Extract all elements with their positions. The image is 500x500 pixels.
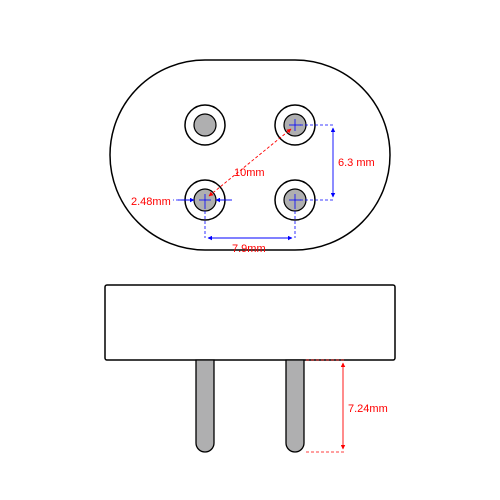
pin-left (196, 360, 214, 452)
dim-pin-length: 7.24mm (306, 360, 388, 452)
dim-pin-length-label: 7.24mm (348, 403, 388, 415)
dim-horiz-pitch-label: 7.9mm (232, 243, 266, 255)
body-rect (105, 285, 395, 360)
dim-hole-dia-label: 2.48mm (131, 196, 171, 208)
top-view: 10mm 6.3 mm 2.48mm 7.9mm (110, 60, 390, 255)
hole-tl (185, 105, 225, 145)
side-view: 7.24mm (105, 285, 395, 452)
obround-outline (110, 60, 390, 250)
pin-right (286, 360, 304, 452)
dim-diagonal-label: 10mm (234, 167, 265, 179)
dim-vertical-pitch-label: 6.3 mm (338, 157, 375, 169)
